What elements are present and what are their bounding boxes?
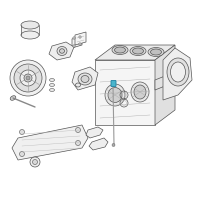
Circle shape xyxy=(30,157,40,167)
Circle shape xyxy=(79,43,81,45)
Circle shape xyxy=(14,64,42,92)
Ellipse shape xyxy=(108,88,122,102)
Polygon shape xyxy=(95,45,175,60)
Ellipse shape xyxy=(21,31,39,39)
Circle shape xyxy=(76,140,80,146)
Ellipse shape xyxy=(76,83,80,87)
Ellipse shape xyxy=(105,84,125,106)
Circle shape xyxy=(73,45,75,47)
Circle shape xyxy=(10,60,46,96)
Ellipse shape xyxy=(81,75,89,82)
Polygon shape xyxy=(89,138,108,150)
Circle shape xyxy=(20,130,24,134)
Ellipse shape xyxy=(134,85,146,99)
Circle shape xyxy=(20,152,24,156)
Ellipse shape xyxy=(114,47,126,53)
Ellipse shape xyxy=(50,84,54,86)
Ellipse shape xyxy=(60,49,64,53)
Polygon shape xyxy=(72,36,82,48)
Circle shape xyxy=(20,70,36,86)
Ellipse shape xyxy=(78,73,92,85)
Ellipse shape xyxy=(167,58,189,86)
Ellipse shape xyxy=(57,46,67,55)
Ellipse shape xyxy=(132,48,144,54)
Polygon shape xyxy=(86,127,103,138)
Ellipse shape xyxy=(112,46,128,54)
Ellipse shape xyxy=(131,82,149,102)
Ellipse shape xyxy=(130,46,146,55)
Circle shape xyxy=(79,36,81,38)
Polygon shape xyxy=(95,60,155,125)
Polygon shape xyxy=(49,42,74,60)
Polygon shape xyxy=(72,67,98,90)
Polygon shape xyxy=(155,45,175,125)
Ellipse shape xyxy=(151,49,162,55)
Polygon shape xyxy=(75,32,86,45)
Circle shape xyxy=(26,76,30,80)
Circle shape xyxy=(76,128,80,132)
Ellipse shape xyxy=(10,96,16,100)
Polygon shape xyxy=(12,125,88,160)
Circle shape xyxy=(24,74,32,82)
Polygon shape xyxy=(163,48,192,100)
Ellipse shape xyxy=(21,21,39,29)
Ellipse shape xyxy=(50,78,54,82)
Ellipse shape xyxy=(148,47,164,56)
Circle shape xyxy=(73,37,75,39)
Polygon shape xyxy=(155,72,175,90)
Circle shape xyxy=(32,160,38,164)
Polygon shape xyxy=(21,25,39,35)
Ellipse shape xyxy=(170,62,186,82)
Ellipse shape xyxy=(50,88,54,92)
FancyBboxPatch shape xyxy=(111,80,116,86)
Circle shape xyxy=(112,144,115,146)
